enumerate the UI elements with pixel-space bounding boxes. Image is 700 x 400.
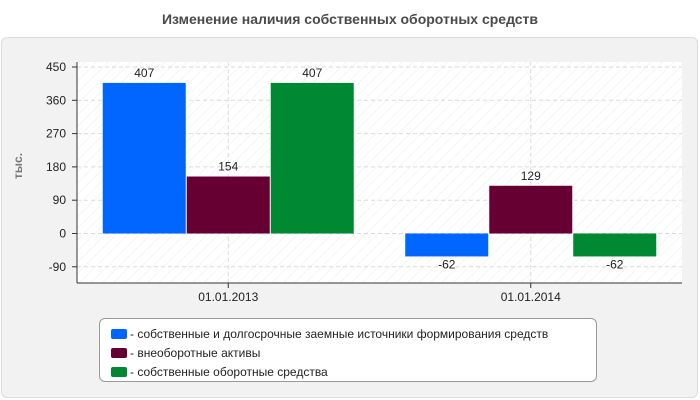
legend-item: - внеоборотные активы [100, 343, 596, 362]
data-label: 129 [521, 169, 541, 183]
data-label: -62 [606, 257, 624, 271]
bar [573, 233, 657, 257]
y-tick-label: 0 [59, 227, 66, 241]
bar [186, 176, 270, 234]
y-tick-label: -90 [49, 260, 67, 274]
chart-title: Изменение наличия собственных оборотных … [161, 11, 539, 27]
x-tick-label: 01.01.2014 [501, 290, 561, 304]
y-tick-label: 270 [46, 127, 66, 141]
legend-swatch [111, 328, 127, 339]
legend-swatch [111, 347, 127, 358]
y-tick-label: 450 [46, 60, 66, 74]
bar [102, 82, 186, 234]
y-axis-label: тыс. [11, 153, 25, 179]
bar [405, 233, 489, 257]
chart-legend: - собственные и долгосрочные заемные ист… [99, 318, 597, 382]
legend-label: - собственные и долгосрочные заемные ист… [130, 326, 549, 341]
x-tick-label: 01.01.2013 [198, 290, 258, 304]
data-label: -62 [438, 257, 456, 271]
bar [270, 82, 354, 234]
y-tick-label: 360 [46, 93, 66, 107]
data-label: 407 [134, 66, 154, 80]
y-tick-label: 90 [53, 193, 67, 207]
y-tick-label: 180 [46, 160, 66, 174]
data-label: 154 [218, 160, 238, 174]
legend-label: - собственные оборотные средства [130, 364, 328, 379]
legend-label: - внеоборотные активы [130, 345, 261, 360]
data-label: 407 [302, 66, 322, 80]
legend-swatch [111, 366, 127, 377]
legend-item: - собственные оборотные средства [100, 362, 596, 381]
legend-item: - собственные и долгосрочные заемные ист… [100, 324, 596, 343]
bar [489, 185, 573, 234]
